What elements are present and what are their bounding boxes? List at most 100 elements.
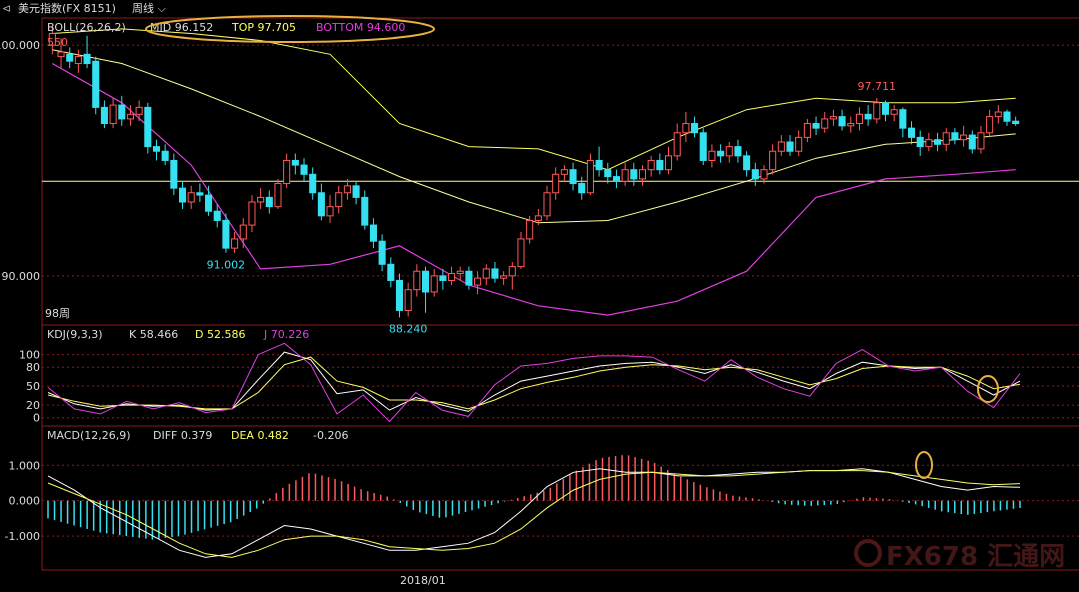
candle-body (283, 159, 291, 185)
watermark-logo: FX678 汇通网 (854, 539, 1065, 572)
kdj-j-value: J 70.226 (263, 328, 309, 341)
candle-body (743, 155, 751, 171)
candle-body (335, 192, 343, 208)
candle (725, 142, 733, 163)
candle-body (977, 132, 985, 150)
candle (309, 167, 317, 200)
candle-body (439, 275, 447, 281)
candle (378, 234, 386, 272)
candle (586, 153, 594, 196)
candle (847, 116, 855, 133)
candle (899, 107, 907, 138)
candle (395, 273, 404, 318)
macd-tick-label: 1.000 (9, 459, 41, 472)
kdj-cross-highlight (977, 375, 999, 403)
candle-body (517, 238, 525, 268)
kdj-d-line (47, 356, 1021, 410)
kdj-tick-label: 80 (26, 361, 40, 374)
candle (474, 271, 482, 295)
candle-body (699, 132, 707, 161)
candle (734, 139, 742, 163)
candle (161, 144, 169, 166)
boll-top-value: TOP 97.705 (231, 21, 296, 34)
kdj-tick-label: 50 (26, 380, 40, 393)
candle-body (404, 289, 412, 311)
candle (907, 121, 916, 145)
candle-body (196, 192, 204, 196)
chevron-down-icon: ⌵ (154, 2, 166, 15)
candle (430, 268, 438, 297)
candlestick-series (48, 26, 1020, 318)
collapse-icon[interactable]: ⊲ (2, 2, 12, 15)
macd-label: MACD(12,26,9) (47, 429, 131, 442)
candle (769, 144, 777, 175)
candle (387, 257, 395, 288)
candle (829, 109, 837, 126)
candle-body (57, 51, 65, 58)
candle (361, 190, 369, 230)
kdj-label: KDJ(9,3,3) (47, 328, 103, 341)
candle (500, 271, 508, 286)
kdj-tick-label: 100 (19, 349, 40, 362)
macd-tick-label: 0.000 (9, 495, 41, 508)
candle (951, 128, 959, 145)
candle-body (317, 192, 325, 217)
candle (777, 135, 785, 156)
candle-body (144, 106, 152, 148)
candle-body (552, 173, 560, 194)
candle (135, 100, 143, 122)
macd-value: -0.206 (313, 429, 348, 442)
candle (421, 266, 430, 313)
candle-body (83, 53, 91, 65)
candle-body (92, 60, 100, 108)
candle (257, 188, 265, 209)
period-selector[interactable]: 周线 ⌵ (132, 0, 166, 18)
candle (170, 153, 178, 196)
candle (699, 128, 707, 166)
candle (743, 151, 751, 177)
candle-body (126, 113, 134, 120)
candle-body (847, 123, 855, 127)
candle-body (647, 159, 655, 171)
candle (855, 107, 863, 131)
candle (300, 158, 308, 182)
candle (552, 167, 560, 200)
candle (178, 181, 187, 209)
candle-body (682, 123, 690, 134)
weeks-label: 98周 (45, 307, 70, 320)
candle-body (803, 123, 811, 138)
candle-body (482, 268, 490, 279)
candle-body (769, 150, 777, 171)
kdj-tick-label: 20 (26, 399, 40, 412)
chart-frame (41, 17, 1079, 571)
macd-lines (47, 468, 1021, 558)
candle (465, 266, 473, 290)
candle (187, 185, 195, 209)
candle-body (777, 141, 785, 152)
candle (786, 135, 794, 156)
kdj-k-value: K 58.466 (129, 328, 178, 341)
candle (152, 139, 161, 161)
candle-body (421, 270, 430, 293)
candle (630, 162, 638, 186)
candle-body (352, 185, 360, 198)
candle-body (543, 192, 551, 217)
candle (482, 264, 490, 286)
candle (986, 109, 994, 138)
candle (760, 165, 768, 184)
candle-body (231, 238, 239, 249)
price-annotations: 91.002 88.240 97.711 (207, 80, 896, 336)
candle-body (109, 104, 117, 125)
x-axis-date-label: 2018/01 (400, 574, 446, 587)
candle-body (326, 206, 334, 217)
candle-body (213, 210, 221, 221)
candle (534, 208, 542, 226)
candle-body (274, 183, 282, 208)
boll-label: BOLL(26,26,2) (47, 21, 126, 34)
candle-body (890, 109, 898, 115)
candle (404, 282, 412, 317)
candle-body (795, 136, 803, 152)
candle (604, 162, 612, 184)
